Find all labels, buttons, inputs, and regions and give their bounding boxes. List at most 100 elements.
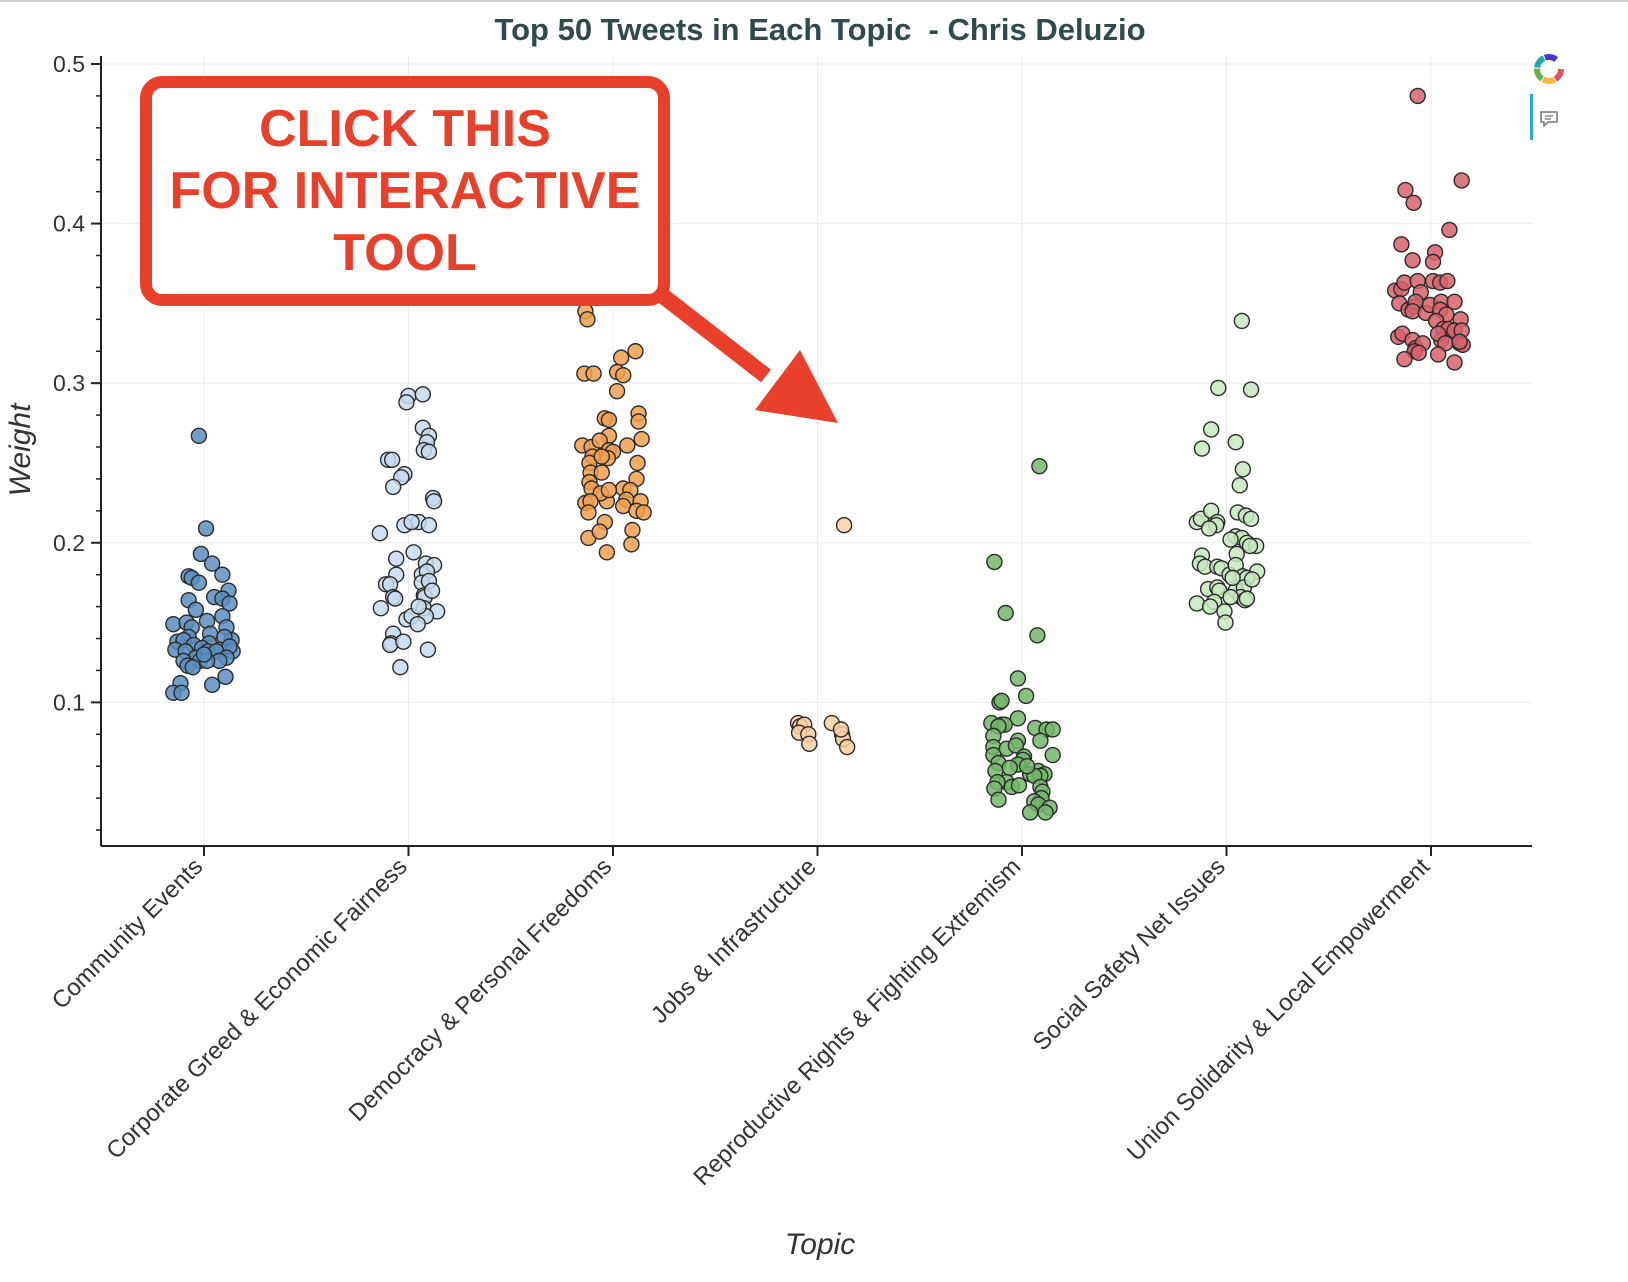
- data-point[interactable]: [1217, 614, 1234, 631]
- data-point[interactable]: [1031, 457, 1048, 475]
- data-point[interactable]: [190, 427, 208, 445]
- data-point[interactable]: [1200, 520, 1218, 537]
- data-point[interactable]: [1029, 627, 1046, 644]
- data-point[interactable]: [1396, 351, 1413, 368]
- data-point[interactable]: [409, 615, 426, 633]
- data-point[interactable]: [1441, 221, 1458, 239]
- data-point[interactable]: [405, 544, 422, 561]
- data-point[interactable]: [371, 524, 389, 542]
- data-point[interactable]: [1018, 758, 1036, 775]
- data-point[interactable]: [1001, 759, 1018, 776]
- data-point[interactable]: [1446, 293, 1463, 310]
- data-point[interactable]: [410, 598, 427, 615]
- data-point[interactable]: [993, 692, 1010, 709]
- data-point[interactable]: [832, 721, 850, 738]
- data-point[interactable]: [187, 601, 205, 618]
- data-point[interactable]: [1032, 732, 1049, 749]
- data-point[interactable]: [1243, 571, 1261, 588]
- data-point[interactable]: [635, 504, 652, 521]
- data-point[interactable]: [629, 454, 646, 472]
- data-point[interactable]: [1007, 737, 1025, 754]
- data-point[interactable]: [214, 566, 231, 583]
- data-point[interactable]: [1409, 87, 1426, 105]
- data-point[interactable]: [203, 676, 221, 694]
- data-point[interactable]: [580, 504, 597, 521]
- data-point[interactable]: [579, 311, 596, 328]
- data-point[interactable]: [1393, 236, 1410, 253]
- data-point[interactable]: [383, 451, 401, 468]
- data-point[interactable]: [997, 604, 1014, 622]
- data-point[interactable]: [1241, 537, 1259, 555]
- data-point[interactable]: [1044, 746, 1061, 764]
- data-point[interactable]: [392, 659, 409, 676]
- data-point[interactable]: [619, 437, 636, 454]
- data-point[interactable]: [1446, 354, 1463, 371]
- data-point[interactable]: [1397, 181, 1414, 199]
- data-point[interactable]: [1405, 194, 1422, 212]
- data-point[interactable]: [1429, 346, 1447, 363]
- data-point[interactable]: [419, 641, 437, 658]
- data-point[interactable]: [195, 646, 213, 663]
- data-point[interactable]: [414, 386, 432, 403]
- data-point[interactable]: [1453, 172, 1470, 189]
- data-point[interactable]: [384, 478, 402, 496]
- data-point[interactable]: [1227, 434, 1244, 451]
- data-point[interactable]: [1009, 710, 1027, 727]
- data-point[interactable]: [425, 493, 443, 510]
- data-point[interactable]: [608, 382, 626, 400]
- data-point[interactable]: [1037, 804, 1054, 821]
- data-point[interactable]: [585, 365, 602, 382]
- data-point[interactable]: [1202, 421, 1220, 438]
- data-point[interactable]: [627, 343, 644, 360]
- data-point[interactable]: [388, 550, 405, 567]
- data-point[interactable]: [1222, 588, 1239, 606]
- data-point[interactable]: [624, 521, 641, 539]
- data-point[interactable]: [612, 349, 630, 366]
- data-point[interactable]: [1404, 252, 1421, 269]
- data-point[interactable]: [1242, 510, 1260, 528]
- bokeh-logo-icon[interactable]: [1534, 54, 1564, 84]
- data-point[interactable]: [600, 481, 618, 499]
- data-point[interactable]: [630, 413, 647, 430]
- data-point[interactable]: [1234, 461, 1252, 478]
- data-point[interactable]: [1410, 344, 1427, 362]
- data-point[interactable]: [1238, 590, 1256, 607]
- data-point[interactable]: [398, 394, 415, 411]
- data-point[interactable]: [173, 684, 190, 701]
- data-point[interactable]: [838, 738, 856, 756]
- data-point[interactable]: [420, 517, 438, 534]
- data-point[interactable]: [190, 574, 208, 591]
- data-point[interactable]: [184, 659, 201, 676]
- data-point[interactable]: [197, 520, 215, 537]
- data-point[interactable]: [1201, 598, 1219, 615]
- data-point[interactable]: [1210, 379, 1227, 397]
- data-point[interactable]: [1439, 272, 1456, 290]
- data-point[interactable]: [1188, 595, 1206, 612]
- data-point[interactable]: [623, 536, 640, 553]
- data-point[interactable]: [423, 582, 441, 599]
- data-point[interactable]: [1424, 253, 1442, 271]
- data-point[interactable]: [217, 668, 234, 686]
- data-point[interactable]: [1233, 312, 1251, 330]
- data-point[interactable]: [395, 633, 412, 650]
- data-point[interactable]: [1009, 670, 1027, 687]
- data-point[interactable]: [591, 523, 608, 540]
- hover-tool-icon[interactable]: [1538, 108, 1560, 130]
- data-point[interactable]: [986, 553, 1003, 571]
- data-point[interactable]: [1010, 777, 1028, 794]
- data-point[interactable]: [593, 448, 610, 465]
- data-points[interactable]: [165, 87, 1471, 821]
- interactive-tool-callout[interactable]: CLICK THIS FOR INTERACTIVE TOOL: [140, 76, 670, 306]
- data-point[interactable]: [203, 555, 221, 572]
- data-point[interactable]: [1224, 569, 1241, 587]
- data-point[interactable]: [372, 600, 390, 617]
- data-point[interactable]: [1021, 804, 1039, 821]
- data-point[interactable]: [835, 517, 853, 534]
- data-point[interactable]: [1044, 721, 1061, 738]
- data-point[interactable]: [1017, 687, 1035, 705]
- data-point[interactable]: [600, 411, 618, 429]
- data-point[interactable]: [192, 545, 210, 563]
- data-point[interactable]: [593, 464, 610, 481]
- data-point[interactable]: [420, 443, 438, 460]
- data-point[interactable]: [1193, 440, 1211, 457]
